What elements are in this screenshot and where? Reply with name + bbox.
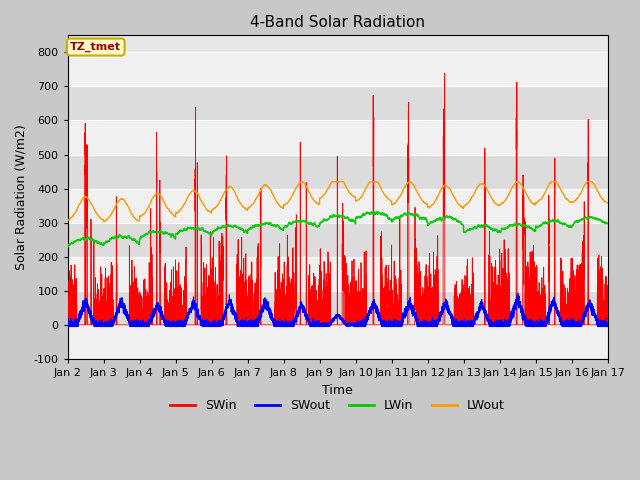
Bar — [68, 325, 607, 359]
SWin — [319, 316, 327, 322]
LWin — [369, 209, 377, 215]
SWin — [604, 322, 611, 328]
SWin — [575, 268, 582, 274]
Title: 4-Band Solar Radiation: 4-Band Solar Radiation — [250, 15, 425, 30]
SWout — [247, 322, 255, 328]
SWout — [474, 311, 481, 316]
SWout — [575, 321, 582, 326]
LWin — [458, 221, 466, 227]
Bar — [68, 155, 607, 189]
SWin — [474, 322, 481, 328]
LWout — [604, 200, 611, 206]
Y-axis label: Solar Radiation (W/m2): Solar Radiation (W/m2) — [15, 124, 28, 270]
LWout — [328, 179, 335, 185]
Line: LWin: LWin — [68, 212, 607, 247]
LWout — [100, 219, 108, 225]
Bar — [68, 189, 607, 223]
SWout — [458, 323, 466, 328]
SWout — [581, 312, 589, 318]
LWout — [319, 192, 327, 198]
SWin — [459, 301, 467, 307]
Bar — [68, 120, 607, 155]
LWin — [604, 220, 611, 226]
Line: SWin: SWin — [68, 73, 607, 325]
Bar — [68, 223, 607, 257]
SWin — [581, 322, 589, 328]
LWout — [459, 205, 467, 211]
SWin — [64, 277, 72, 283]
X-axis label: Time: Time — [322, 384, 353, 396]
LWout — [581, 181, 589, 187]
Bar — [68, 52, 607, 86]
LWin — [64, 244, 72, 250]
LWout — [247, 203, 255, 208]
LWin — [319, 218, 327, 224]
LWin — [474, 223, 481, 229]
LWout — [474, 184, 481, 190]
SWout — [514, 290, 522, 296]
LWin — [247, 226, 255, 231]
LWout — [64, 217, 72, 223]
SWin — [441, 71, 449, 76]
Legend: SWin, SWout, LWin, LWout: SWin, SWout, LWin, LWout — [165, 395, 510, 418]
SWout — [64, 321, 72, 327]
SWin — [64, 322, 72, 328]
LWin — [581, 215, 589, 221]
Text: TZ_tmet: TZ_tmet — [70, 42, 122, 52]
Bar — [68, 291, 607, 325]
LWout — [575, 194, 582, 200]
Bar — [68, 86, 607, 120]
Line: LWout: LWout — [68, 182, 607, 222]
SWin — [247, 271, 255, 277]
SWout — [64, 324, 72, 329]
Bar — [68, 257, 607, 291]
LWin — [574, 219, 582, 225]
SWout — [319, 322, 327, 327]
SWout — [604, 324, 611, 329]
Line: SWout: SWout — [68, 293, 607, 326]
